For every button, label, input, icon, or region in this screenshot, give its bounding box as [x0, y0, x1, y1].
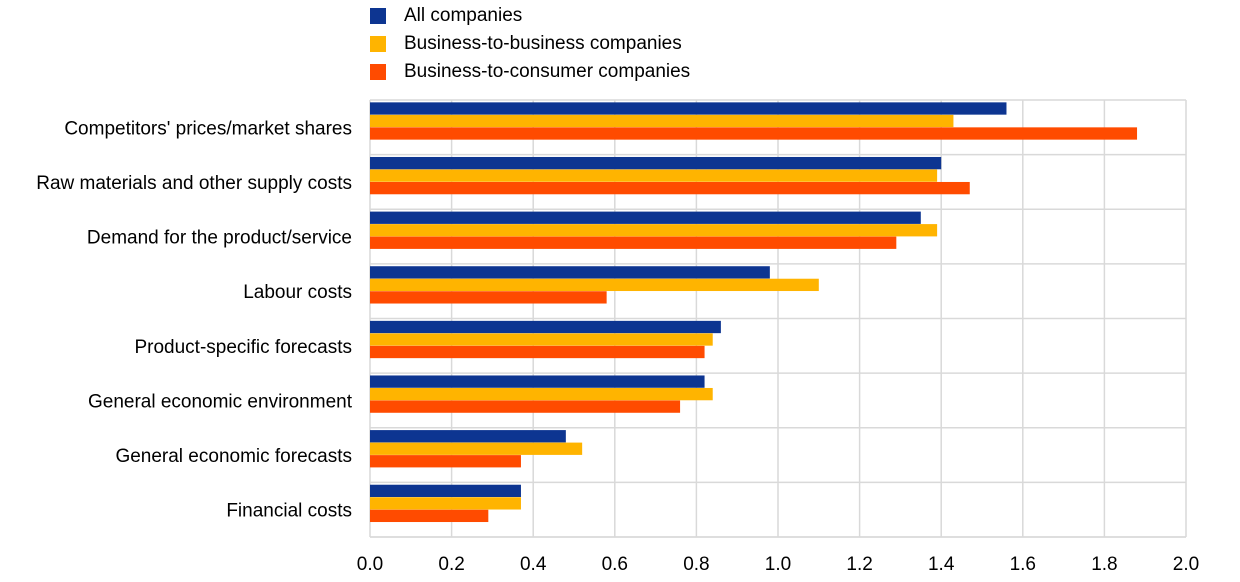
bar: [370, 345, 705, 359]
category-label: General economic forecasts: [115, 446, 352, 467]
x-tick-label: 1.0: [765, 554, 791, 575]
bar: [370, 102, 1007, 115]
bar: [370, 236, 897, 249]
bar: [370, 114, 954, 128]
category-label: General economic environment: [88, 391, 353, 412]
bar: [370, 169, 938, 182]
bar: [370, 497, 521, 510]
bar: [370, 224, 938, 237]
category-label: Demand for the product/service: [87, 228, 352, 249]
legend-swatch: [370, 8, 386, 24]
bar: [370, 211, 921, 224]
legend-item-all-companies: All companies: [370, 2, 690, 30]
x-tick-label: 0.2: [438, 554, 464, 575]
category-label: Labour costs: [243, 282, 352, 303]
category-label: Financial costs: [226, 501, 352, 522]
legend-swatch: [370, 64, 386, 80]
x-tick-label: 1.6: [1010, 554, 1036, 575]
x-tick-label: 0.6: [602, 554, 628, 575]
category-label: Raw materials and other supply costs: [36, 173, 352, 194]
category-label: Competitors' prices/market shares: [64, 118, 352, 139]
bar: [370, 320, 721, 334]
bar: [370, 387, 713, 401]
bar: [370, 127, 1138, 140]
bar: [370, 278, 819, 292]
legend-label: All companies: [404, 5, 523, 26]
category-label: Product-specific forecasts: [134, 337, 352, 358]
bar: [370, 156, 942, 170]
bar: [370, 484, 521, 498]
bar: [370, 333, 713, 346]
bar: [370, 375, 705, 388]
bar: [370, 509, 489, 523]
x-tick-label: 0.8: [683, 554, 709, 575]
legend-item-b2c-companies: Business-to-consumer companies: [370, 58, 690, 86]
x-tick-label: 1.4: [928, 554, 955, 575]
bar: [370, 400, 681, 413]
x-tick-label: 2.0: [1173, 554, 1199, 575]
bar: [370, 181, 970, 195]
bar: [370, 455, 521, 468]
x-tick-label: 0.4: [520, 554, 547, 575]
bar: [370, 442, 583, 455]
x-tick-label: 0.0: [357, 554, 383, 575]
legend-label: Business-to-business companies: [404, 33, 682, 54]
legend-item-b2b-companies: Business-to-business companies: [370, 30, 690, 58]
x-tick-label: 1.2: [846, 554, 872, 575]
chart-legend: All companies Business-to-business compa…: [370, 2, 690, 86]
legend-label: Business-to-consumer companies: [404, 61, 691, 82]
bar: [370, 430, 566, 443]
x-tick-label: 1.8: [1091, 554, 1117, 575]
bar: [370, 291, 607, 304]
legend-swatch: [370, 36, 386, 52]
bar: [370, 266, 770, 279]
